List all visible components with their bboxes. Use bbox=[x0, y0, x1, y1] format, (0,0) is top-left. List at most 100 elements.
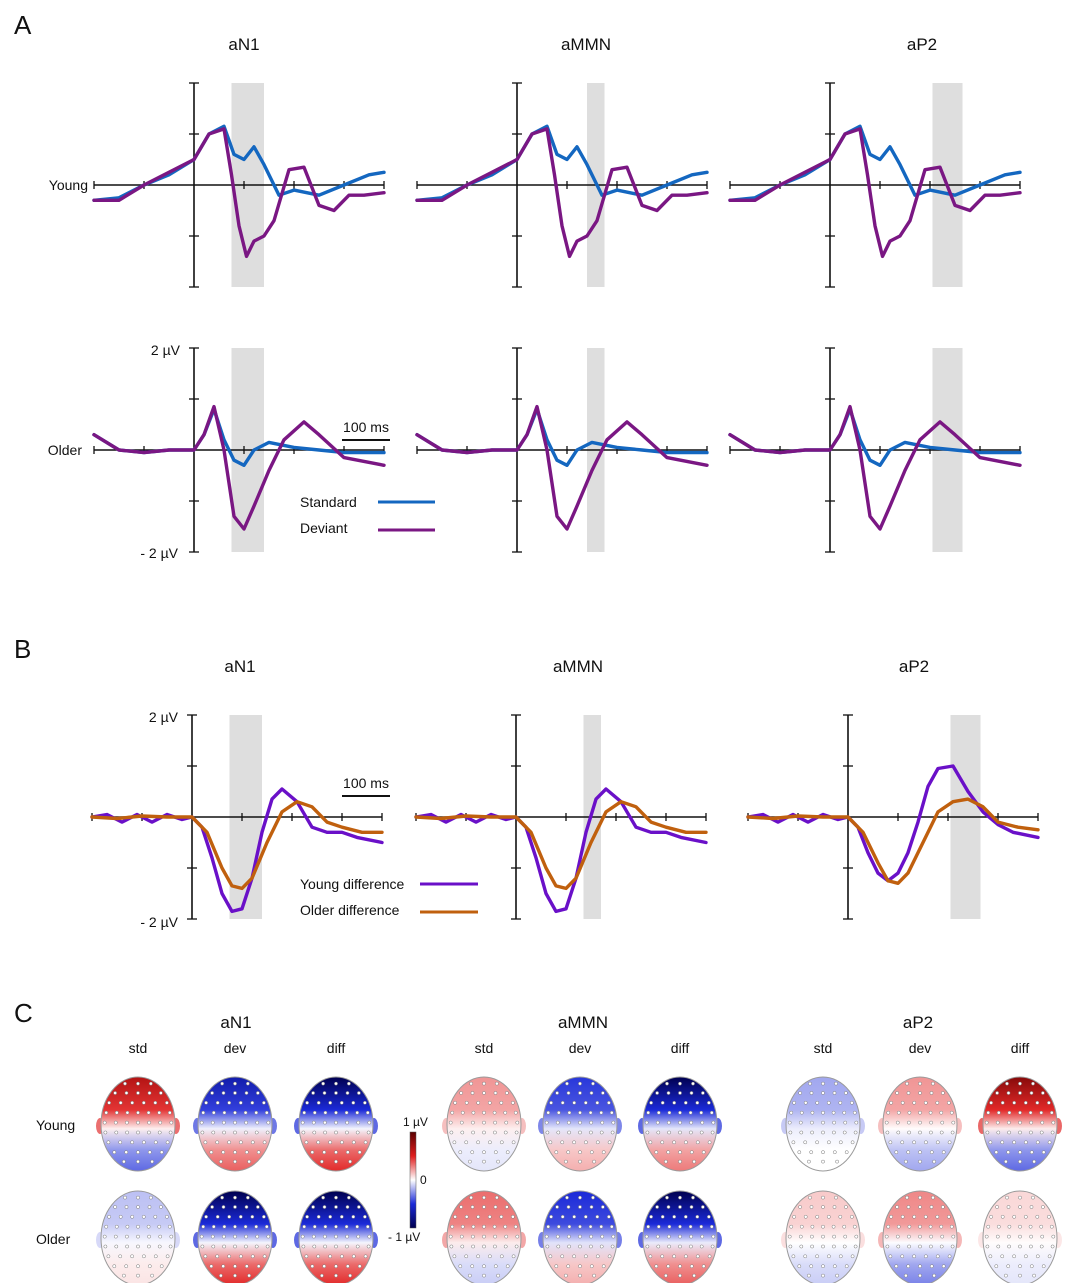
topo-ammn-young-dev-electrode bbox=[564, 1159, 568, 1164]
topo-an1-older-std bbox=[96, 1190, 180, 1283]
topo-ap2-older-std-electrode bbox=[850, 1254, 855, 1259]
topo-ammn-young-dev-electrode bbox=[545, 1130, 550, 1135]
topo-ammn-young-diff-electrode bbox=[678, 1159, 682, 1164]
topo-ammn-young-diff-electrode bbox=[667, 1130, 671, 1135]
topo-ammn-older-std-electrode bbox=[471, 1224, 476, 1229]
topo-ap2-young-diff-electrode bbox=[1018, 1110, 1022, 1115]
topo-ammn-young-dev-electrode bbox=[589, 1120, 593, 1125]
topo-ap2-older-diff-electrode bbox=[1040, 1234, 1045, 1239]
topo-ap2-young-std-electrode bbox=[832, 1120, 836, 1125]
topo-ammn-young-std-electrode bbox=[493, 1091, 498, 1095]
topo-ap2-young-diff-electrode bbox=[994, 1150, 999, 1155]
topo-ammn-young-diff-electrode bbox=[656, 1110, 661, 1115]
topo-ammn-young-diff-electrode bbox=[656, 1130, 661, 1135]
topo-ammn-older-diff-electrode bbox=[689, 1205, 694, 1209]
topo-an1-young-diff-electrode bbox=[322, 1091, 327, 1095]
topo-ammn-young-std-electrode bbox=[450, 1110, 455, 1115]
topo-an1-young-diff-electrode bbox=[301, 1130, 306, 1135]
topo-ammn-young-diff-electrode bbox=[689, 1091, 694, 1095]
colorbar-min-label: - 1 µV bbox=[388, 1230, 420, 1244]
panel-c-ammn-std-label: std bbox=[475, 1040, 494, 1056]
topo-ap2-young-dev-electrode bbox=[906, 1150, 911, 1155]
topo-ap2-older-diff-electrode bbox=[1000, 1254, 1005, 1259]
topo-ap2-young-dev-electrode bbox=[928, 1110, 933, 1115]
topo-an1-older-std-electrode bbox=[147, 1264, 152, 1269]
topo-ap2-young-dev-electrode bbox=[923, 1100, 928, 1105]
topo-ammn-older-std-electrode bbox=[511, 1214, 515, 1219]
topo-an1-older-diff-electrode bbox=[344, 1224, 349, 1229]
topo-ap2-young-std-electrode bbox=[853, 1130, 858, 1135]
topo-ap2-older-diff-electrode bbox=[1000, 1214, 1005, 1219]
topo-ammn-older-std-electrode bbox=[482, 1234, 486, 1239]
topo-an1-young-dev-electrode bbox=[233, 1130, 237, 1135]
topo-ammn-young-std-electrode bbox=[469, 1081, 473, 1086]
topo-an1-older-std-electrode bbox=[114, 1244, 119, 1249]
topo-ap2-young-dev-electrode bbox=[947, 1100, 951, 1105]
panel-a-ap2-older-standard-line bbox=[728, 407, 1022, 467]
topo-ammn-young-std-electrode bbox=[449, 1130, 454, 1135]
topo-an1-young-diff-electrode bbox=[355, 1130, 360, 1135]
topo-ap2-young-std-electrode bbox=[798, 1091, 802, 1095]
topo-ammn-older-dev-electrode bbox=[560, 1214, 565, 1219]
topo-ap2-young-dev-electrode bbox=[939, 1130, 944, 1135]
topo-ammn-young-std-electrode bbox=[471, 1110, 476, 1115]
topo-ap2-older-diff-electrode bbox=[1049, 1224, 1054, 1229]
topo-ammn-older-diff-electrode bbox=[654, 1264, 659, 1269]
topo-ap2-young-std-electrode bbox=[838, 1140, 843, 1145]
topo-an1-older-dev-electrode bbox=[254, 1224, 259, 1229]
topo-an1-young-std-electrode bbox=[125, 1130, 129, 1135]
topo-ammn-young-std-electrode bbox=[503, 1110, 508, 1115]
topo-an1-older-std-electrode bbox=[113, 1234, 118, 1239]
topo-an1-young-diff-electrode bbox=[344, 1110, 349, 1115]
topo-ammn-older-dev-electrode bbox=[572, 1254, 576, 1259]
topo-an1-older-diff-electrode bbox=[322, 1205, 327, 1209]
topo-ap2-young-diff-electrode bbox=[996, 1130, 1001, 1135]
topo-ammn-older-std-electrode bbox=[492, 1224, 497, 1229]
topomap-layer bbox=[96, 1076, 1062, 1283]
topo-an1-older-diff-electrode bbox=[300, 1234, 305, 1239]
topo-an1-older-dev-electrode bbox=[199, 1234, 204, 1239]
topo-ammn-older-diff-electrode bbox=[666, 1264, 671, 1269]
topo-ap2-older-diff-electrode bbox=[1031, 1195, 1035, 1200]
topo-an1-older-dev-electrode bbox=[227, 1254, 231, 1259]
topo-ammn-older-std-electrode bbox=[503, 1224, 508, 1229]
topo-ap2-young-dev-electrode bbox=[935, 1100, 940, 1105]
topo-ammn-older-dev-electrode bbox=[599, 1224, 604, 1229]
topo-ammn-older-std-electrode bbox=[482, 1273, 486, 1278]
topo-ap2-older-dev-electrode bbox=[900, 1254, 905, 1259]
topo-an1-older-dev-electrode bbox=[243, 1224, 248, 1229]
topo-ap2-older-diff-electrode bbox=[1039, 1224, 1044, 1229]
topo-an1-young-std-electrode bbox=[114, 1130, 119, 1135]
topo-an1-older-diff-electrode bbox=[302, 1224, 307, 1229]
topo-an1-older-std-electrode bbox=[136, 1205, 140, 1209]
topo-ap2-older-dev-electrode bbox=[918, 1224, 922, 1229]
topo-an1-young-std-electrode bbox=[130, 1140, 134, 1145]
topo-ap2-older-std-electrode bbox=[792, 1214, 796, 1219]
topo-an1-older-diff-electrode bbox=[345, 1244, 349, 1249]
topo-ammn-older-diff-electrode bbox=[701, 1205, 705, 1209]
topo-ammn-young-std-electrode bbox=[482, 1120, 486, 1125]
topo-ammn-young-dev-electrode bbox=[592, 1159, 596, 1164]
topo-ammn-young-std-electrode bbox=[495, 1081, 499, 1086]
topo-ammn-young-std-electrode bbox=[511, 1140, 516, 1145]
topo-ap2-young-dev-electrode bbox=[929, 1150, 934, 1155]
topo-ap2-young-std-electrode bbox=[808, 1081, 812, 1086]
topo-ap2-older-std-electrode bbox=[798, 1234, 803, 1239]
topo-an1-young-dev bbox=[193, 1076, 277, 1172]
topo-ammn-older-diff-electrode bbox=[656, 1224, 661, 1229]
topo-ap2-young-diff-electrode bbox=[1023, 1100, 1028, 1105]
topo-ap2-young-std-electrode bbox=[791, 1140, 796, 1145]
topo-ammn-young-dev-electrode bbox=[556, 1110, 561, 1115]
topo-ammn-older-diff-electrode bbox=[667, 1244, 671, 1249]
topo-ap2-older-dev-electrode bbox=[894, 1264, 899, 1269]
topo-ap2-young-dev-electrode bbox=[947, 1140, 952, 1145]
topo-an1-young-dev-electrode bbox=[233, 1081, 237, 1086]
topo-ammn-older-dev-electrode bbox=[555, 1205, 559, 1209]
topo-ap2-young-diff-electrode bbox=[1035, 1140, 1040, 1145]
topo-an1-young-std-electrode bbox=[136, 1150, 140, 1155]
topo-ammn-older-dev-electrode bbox=[611, 1234, 616, 1239]
topo-an1-young-std-electrode bbox=[125, 1110, 130, 1115]
topo-an1-older-std-electrode bbox=[168, 1244, 173, 1249]
topo-ap2-older-diff-electrode bbox=[1018, 1264, 1022, 1269]
topo-ammn-young-std-electrode bbox=[460, 1130, 465, 1135]
